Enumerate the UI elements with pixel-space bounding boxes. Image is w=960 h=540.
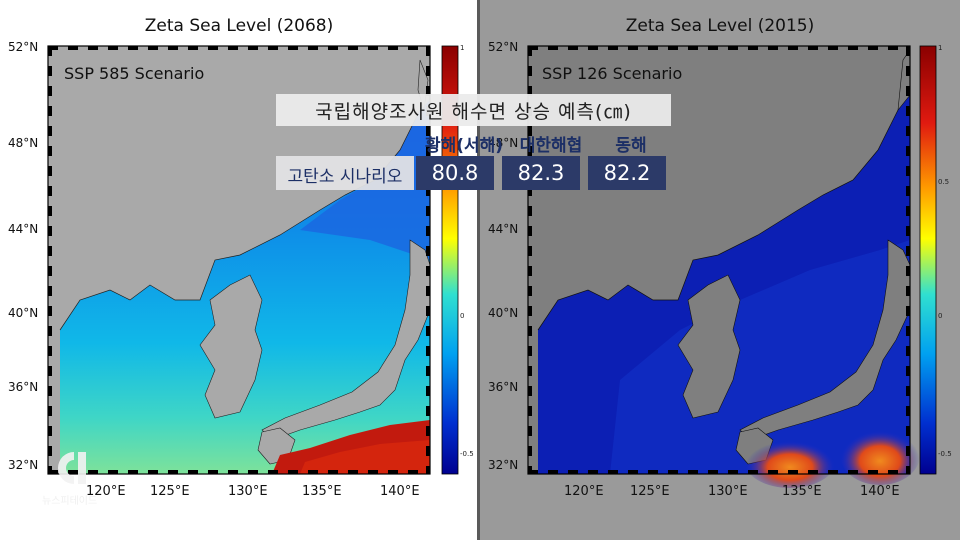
left-lat-label: 32°N (8, 458, 39, 472)
right-lon-label: 140°E (860, 484, 900, 499)
row-label-background (276, 156, 414, 190)
right-map-title: Zeta Sea Level (2015) (625, 16, 815, 36)
left-lat-label: 36°N (8, 380, 39, 394)
right-map-panel: Zeta Sea Level (2015) (480, 0, 960, 540)
right-map (527, 45, 937, 488)
left-lon-label: 120°E (86, 484, 126, 499)
right-colorbar-tick: 0 (938, 312, 943, 320)
right-lat-label: 40°N (488, 306, 519, 320)
left-map-panel: Zeta Sea Level (2068) (0, 0, 478, 540)
left-map-title: Zeta Sea Level (2068) (144, 16, 334, 36)
left-lon-label: 135°E (302, 484, 342, 499)
sea-level-info-box: 국립해양조사원 해수면 상승 예측(㎝) 황해(서해) 대한해협 동해 고탄소 … (276, 94, 671, 194)
left-lat-label: 52°N (8, 40, 39, 54)
left-lon-label: 140°E (380, 484, 420, 499)
right-lat-label: 52°N (488, 40, 519, 54)
info-title-bar (276, 94, 671, 126)
right-lon-label: 120°E (564, 484, 604, 499)
right-lat-label: 44°N (488, 222, 519, 236)
right-lat-label: 36°N (488, 380, 519, 394)
right-lat-label: 32°N (488, 458, 519, 472)
logo-text: 뉴스피테이드 (42, 496, 98, 507)
value-east-sea: 82.2 (588, 156, 666, 190)
right-scenario-label: SSP 126 Scenario (542, 64, 683, 83)
right-lon-label: 125°E (630, 484, 670, 499)
left-scenario-label: SSP 585 Scenario (64, 64, 205, 83)
right-colorbar-tick: -0.5 (938, 450, 952, 458)
right-colorbar-tick: 1 (938, 44, 943, 52)
info-header-east-sea: 동해 (615, 136, 647, 156)
panel-divider (477, 0, 481, 540)
broadcaster-logo-icon (58, 452, 86, 484)
info-title: 국립해양조사원 해수면 상승 예측(㎝) (315, 101, 632, 123)
left-lon-label: 130°E (228, 484, 268, 499)
left-map (47, 45, 459, 475)
left-lat-label: 48°N (8, 136, 39, 150)
right-lon-label: 135°E (782, 484, 822, 499)
info-header-yellow-sea: 황해(서해) (424, 136, 504, 156)
info-row-label: 고탄소 시나리오 (287, 167, 403, 187)
right-lat-label: 48°N (488, 136, 519, 150)
left-colorbar-tick: 1 (460, 44, 465, 52)
left-lat-label: 44°N (8, 222, 39, 236)
left-lat-label: 40°N (8, 306, 39, 320)
info-header-korea-strait: 대한해협 (519, 136, 583, 156)
value-korea-strait: 82.3 (502, 156, 580, 190)
left-colorbar-tick: 0 (460, 312, 465, 320)
value-yellow-sea: 80.8 (416, 156, 494, 190)
left-lon-label: 125°E (150, 484, 190, 499)
left-colorbar-tick: -0.5 (460, 450, 474, 458)
right-colorbar-tick: 0.5 (938, 178, 950, 186)
right-lon-label: 130°E (708, 484, 748, 499)
